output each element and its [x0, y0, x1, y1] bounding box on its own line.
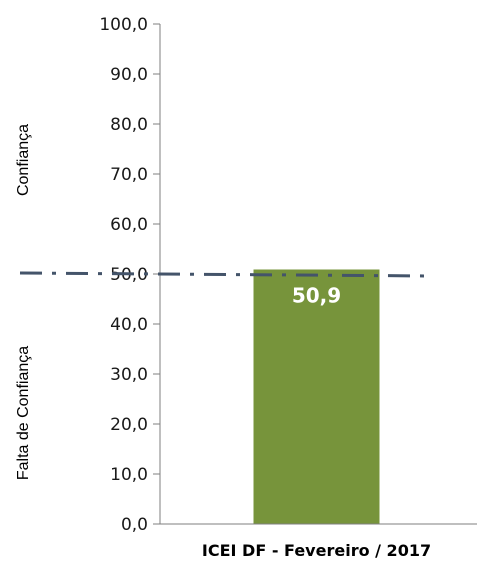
reference-line	[19, 271, 433, 278]
bar-value-label: 50,9	[292, 284, 341, 308]
upper-zone-label: Confiança	[15, 124, 32, 196]
x-category-label: ICEI DF - Fevereiro / 2017	[202, 541, 431, 560]
y-tick-label: 10,0	[110, 465, 148, 485]
y-tick-label: 20,0	[110, 415, 148, 435]
y-tick-label: 40,0	[110, 315, 148, 335]
x-axis-category-labels: ICEI DF - Fevereiro / 2017	[202, 541, 431, 560]
y-axis-tick-labels: 0,010,020,030,040,050,060,070,080,090,01…	[99, 15, 148, 535]
y-tick-label: 60,0	[110, 215, 148, 235]
bar	[253, 269, 380, 524]
lower-zone-label: Falta de Confiança	[15, 346, 32, 480]
bar-value-labels: 50,9	[292, 284, 341, 308]
y-tick-label: 70,0	[110, 165, 148, 185]
bars	[253, 269, 380, 524]
y-axis-ticks	[153, 23, 160, 525]
y-tick-label: 90,0	[110, 65, 148, 85]
y-tick-label: 30,0	[110, 365, 148, 385]
y-tick-label: 100,0	[99, 15, 148, 35]
y-tick-label: 80,0	[110, 115, 148, 135]
y-tick-label: 0,0	[121, 515, 148, 535]
